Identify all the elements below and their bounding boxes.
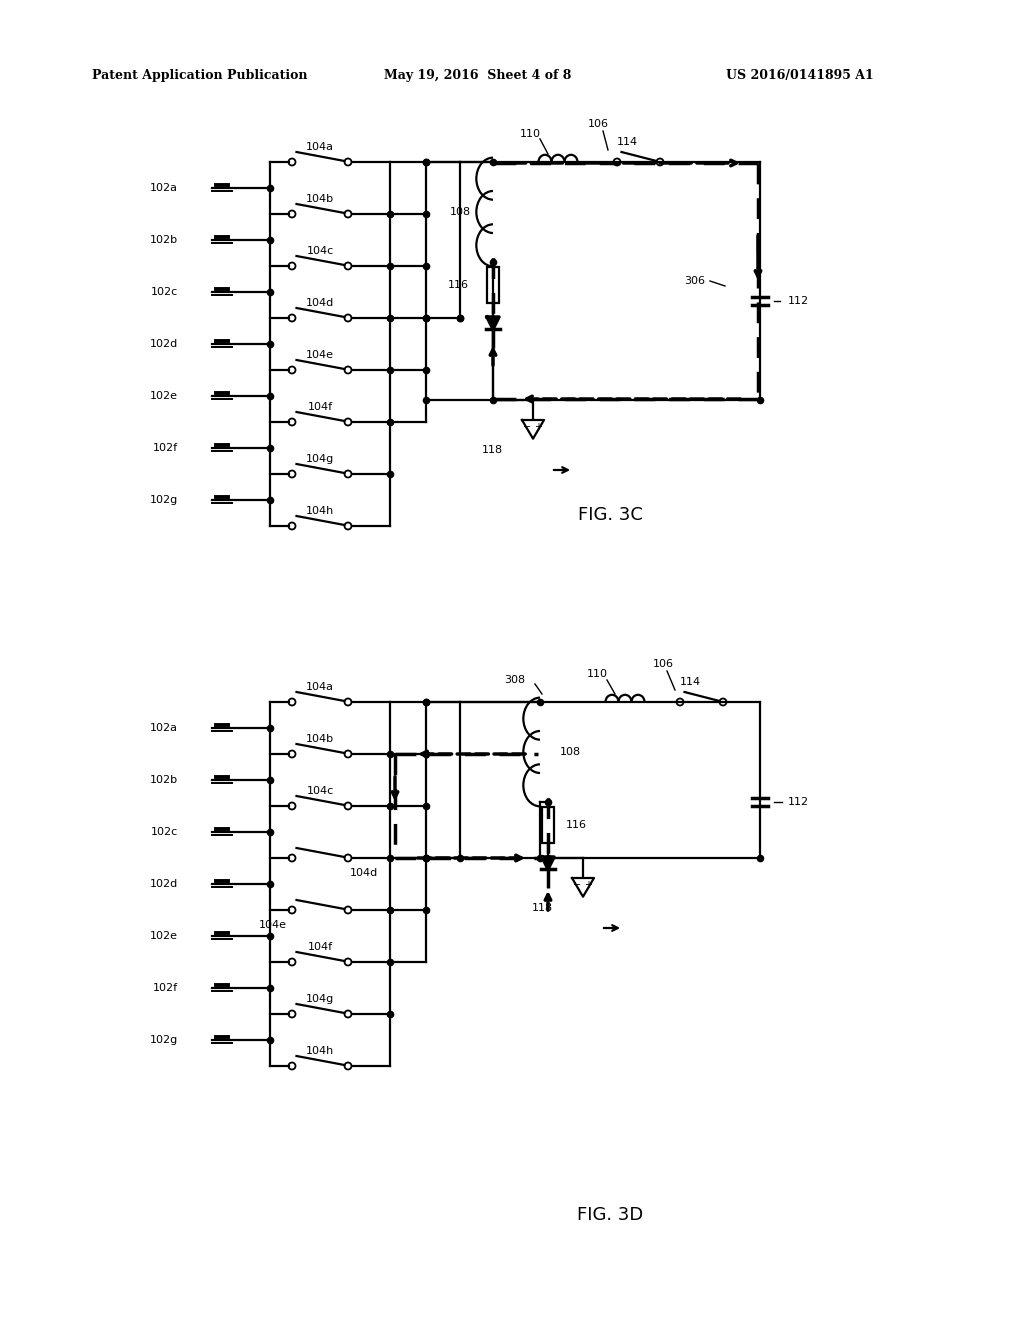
Text: 112: 112	[788, 296, 809, 306]
Text: 102e: 102e	[150, 931, 178, 941]
Text: 104c: 104c	[306, 246, 334, 256]
Text: 306: 306	[684, 276, 706, 286]
Text: FIG. 3D: FIG. 3D	[577, 1206, 643, 1224]
Text: 104e: 104e	[306, 350, 334, 360]
Text: 102a: 102a	[150, 723, 178, 733]
Text: 104b: 104b	[306, 734, 334, 744]
Bar	[487, 267, 499, 304]
Text: US 2016/0141895 A1: US 2016/0141895 A1	[726, 69, 873, 82]
Polygon shape	[572, 878, 594, 896]
Text: 104a: 104a	[306, 682, 334, 692]
Text: 102c: 102c	[151, 286, 178, 297]
Text: 102a: 102a	[150, 183, 178, 193]
Text: 104g: 104g	[306, 454, 334, 465]
Text: 104g: 104g	[306, 994, 334, 1005]
Text: −: −	[573, 880, 582, 891]
Text: 102g: 102g	[150, 495, 178, 506]
Polygon shape	[542, 857, 554, 869]
Polygon shape	[522, 420, 544, 438]
Text: 116: 116	[449, 280, 469, 290]
Text: 102g: 102g	[150, 1035, 178, 1045]
Text: 118: 118	[482, 445, 503, 455]
Text: 114: 114	[680, 677, 700, 686]
Text: 110: 110	[587, 669, 607, 678]
Text: 106: 106	[652, 659, 674, 669]
Text: −: −	[523, 422, 531, 433]
Text: 102c: 102c	[151, 828, 178, 837]
Bar	[542, 807, 554, 843]
Text: 104f: 104f	[307, 942, 333, 952]
Text: 108: 108	[450, 207, 471, 216]
Text: 114: 114	[616, 137, 638, 147]
Text: FIG. 3C: FIG. 3C	[578, 506, 642, 524]
Text: 106: 106	[588, 119, 608, 129]
Text: 104a: 104a	[306, 143, 334, 152]
Text: +: +	[585, 880, 593, 891]
Text: 104f: 104f	[307, 403, 333, 412]
Text: 102b: 102b	[150, 235, 178, 246]
Text: 102d: 102d	[150, 339, 178, 348]
Text: 104h: 104h	[306, 506, 334, 516]
Text: 112: 112	[788, 797, 809, 807]
Text: 102f: 102f	[153, 983, 178, 993]
Text: 104d: 104d	[306, 298, 334, 308]
Polygon shape	[487, 317, 499, 329]
Text: 116: 116	[566, 820, 587, 830]
Text: +: +	[535, 422, 543, 433]
Text: 104b: 104b	[306, 194, 334, 205]
Text: 118: 118	[531, 903, 553, 913]
Text: 104c: 104c	[306, 785, 334, 796]
Text: 110: 110	[519, 129, 541, 139]
Text: 108: 108	[560, 747, 582, 756]
Text: 102d: 102d	[150, 879, 178, 888]
Text: Patent Application Publication: Patent Application Publication	[92, 69, 307, 82]
Text: May 19, 2016  Sheet 4 of 8: May 19, 2016 Sheet 4 of 8	[384, 69, 571, 82]
Text: 102f: 102f	[153, 444, 178, 453]
Text: 104h: 104h	[306, 1045, 334, 1056]
Text: 104e: 104e	[259, 920, 287, 931]
Text: 104d: 104d	[350, 869, 378, 878]
Text: 102e: 102e	[150, 391, 178, 401]
Text: 102b: 102b	[150, 775, 178, 785]
Text: 308: 308	[504, 675, 525, 685]
